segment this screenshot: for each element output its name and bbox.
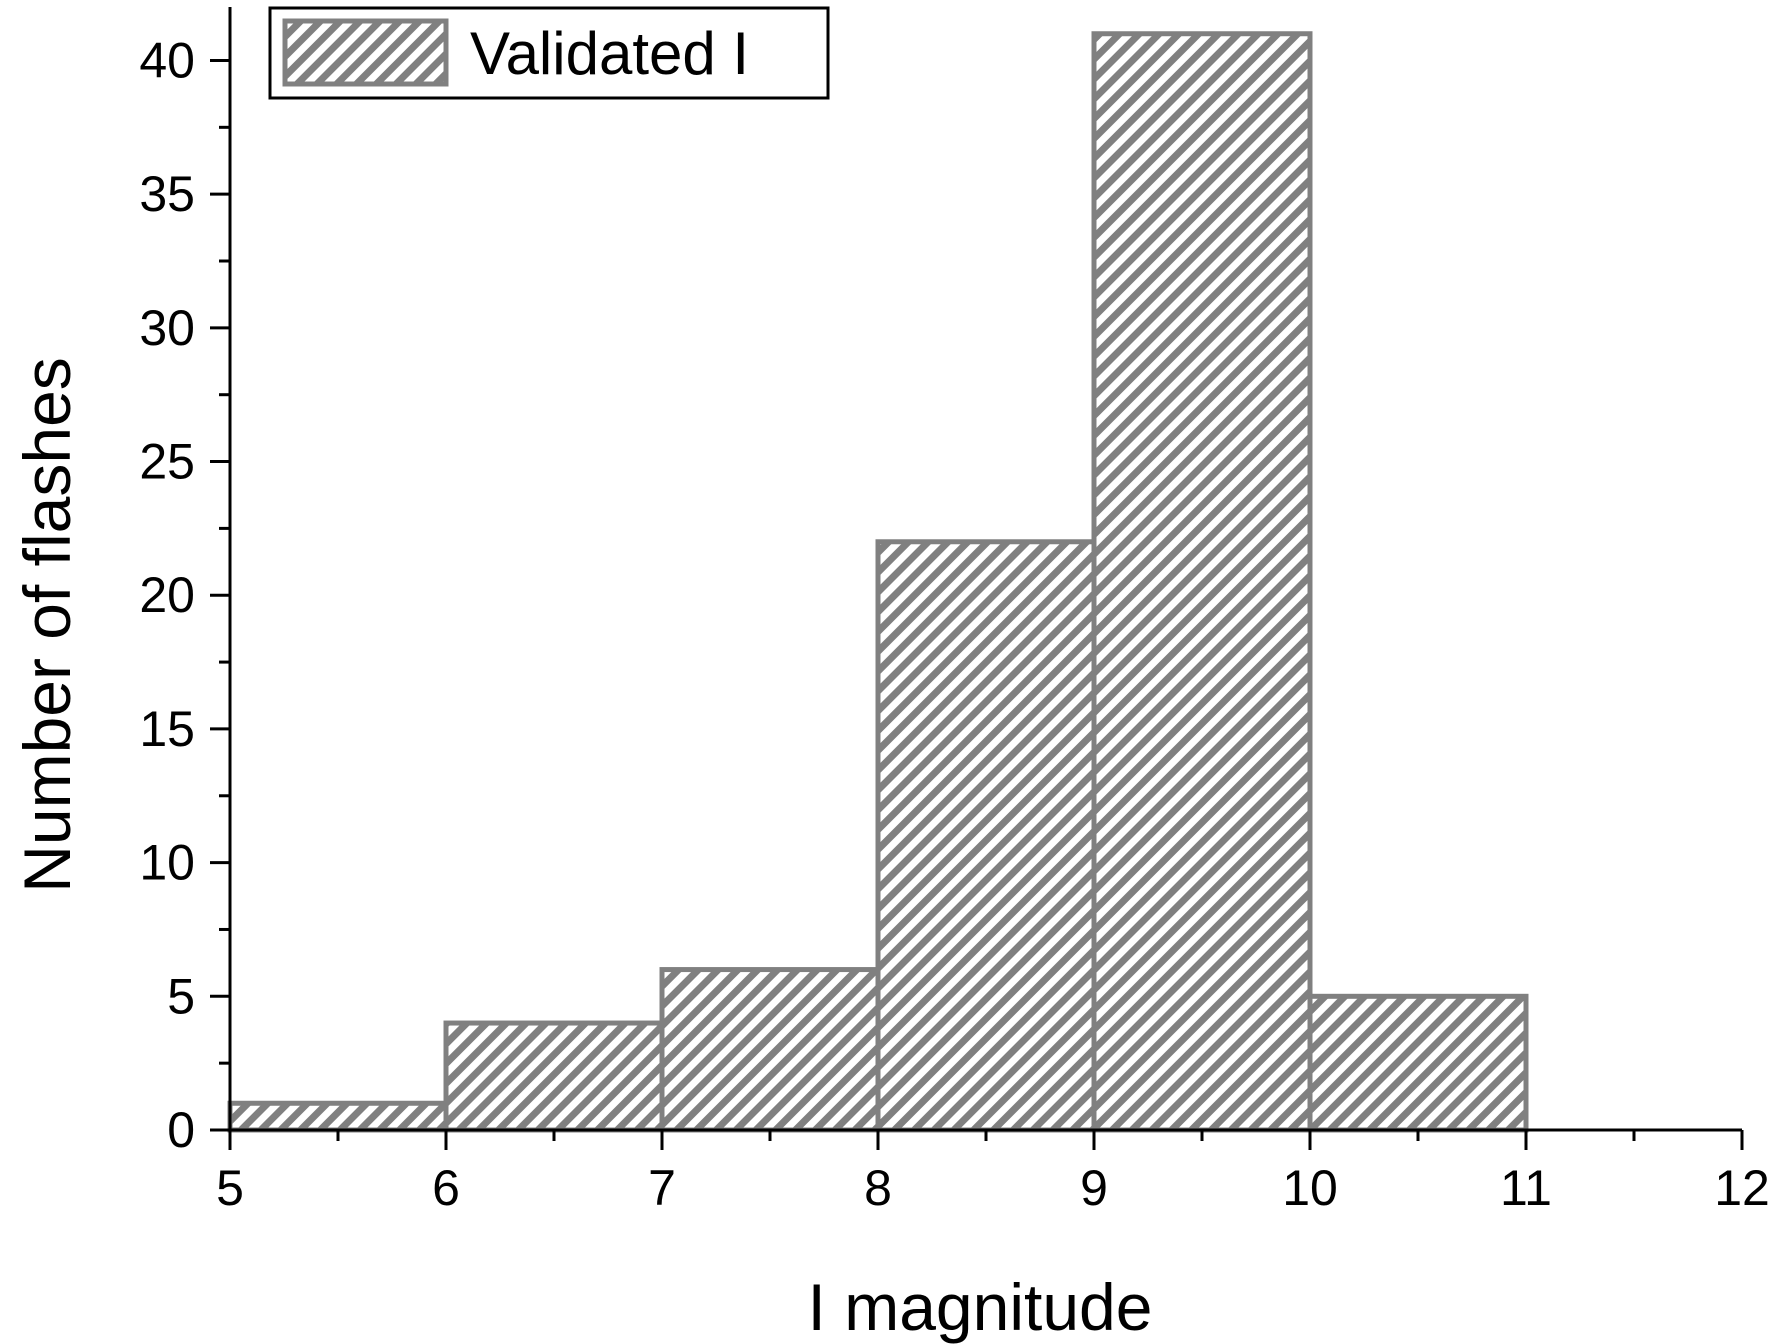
bars-layer xyxy=(227,31,1529,1133)
y-axis-title: Number of flashes xyxy=(10,357,84,893)
x-tick-label: 10 xyxy=(1282,1160,1338,1216)
y-tick-label: 5 xyxy=(167,968,195,1024)
x-tick-label: 12 xyxy=(1714,1160,1770,1216)
y-tick-label: 35 xyxy=(139,166,195,222)
histogram-bar xyxy=(443,1020,665,1133)
histogram-bar xyxy=(1307,993,1529,1133)
y-tick-label: 10 xyxy=(139,835,195,891)
y-tick-label: 40 xyxy=(139,32,195,88)
x-tick-label: 7 xyxy=(648,1160,676,1216)
x-tick-label: 6 xyxy=(432,1160,460,1216)
legend-label: Validated I xyxy=(470,20,749,87)
histogram-bar xyxy=(659,967,881,1133)
x-axis-title: I magnitude xyxy=(808,1270,1153,1344)
y-tick-label: 15 xyxy=(139,701,195,757)
y-tick-label: 20 xyxy=(139,567,195,623)
histogram-bar xyxy=(227,1100,449,1133)
histogram-bar xyxy=(1091,31,1313,1133)
x-tick-label: 5 xyxy=(216,1160,244,1216)
x-tick-label: 9 xyxy=(1080,1160,1108,1216)
legend: Validated I xyxy=(268,6,830,100)
x-tick-label: 8 xyxy=(864,1160,892,1216)
axes-layer xyxy=(210,7,1744,1150)
y-tick-label: 30 xyxy=(139,300,195,356)
y-tick-label: 0 xyxy=(167,1102,195,1158)
y-tick-label: 25 xyxy=(139,434,195,490)
labels-layer: I magnitude Number of flashes 5 6 7 8 9 10 11 1… xyxy=(10,32,1770,1344)
x-tick-label: 11 xyxy=(1500,1160,1552,1216)
histogram-bar xyxy=(875,539,1097,1133)
legend-swatch xyxy=(282,18,449,87)
